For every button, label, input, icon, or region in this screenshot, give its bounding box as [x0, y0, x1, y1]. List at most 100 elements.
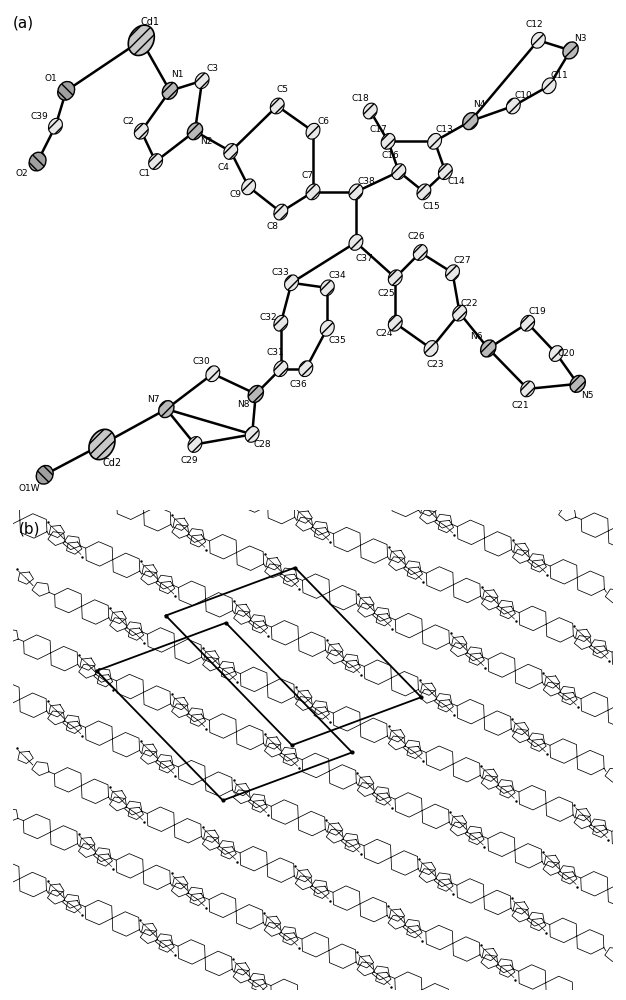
- Ellipse shape: [424, 341, 438, 356]
- Ellipse shape: [446, 265, 459, 281]
- Text: C7: C7: [301, 171, 313, 180]
- Text: C16: C16: [381, 151, 399, 160]
- Ellipse shape: [388, 315, 403, 331]
- Ellipse shape: [349, 234, 363, 250]
- Ellipse shape: [187, 123, 203, 140]
- Text: C30: C30: [193, 357, 210, 366]
- Ellipse shape: [270, 98, 284, 114]
- Ellipse shape: [506, 98, 520, 114]
- Text: N8: N8: [237, 400, 249, 409]
- Ellipse shape: [206, 366, 220, 382]
- Ellipse shape: [306, 123, 320, 139]
- Text: C18: C18: [351, 94, 369, 103]
- Ellipse shape: [158, 401, 174, 418]
- Ellipse shape: [453, 305, 466, 321]
- Ellipse shape: [321, 280, 334, 296]
- Ellipse shape: [274, 315, 288, 331]
- Ellipse shape: [570, 375, 585, 392]
- Text: C2: C2: [123, 117, 135, 126]
- Ellipse shape: [48, 118, 63, 134]
- Text: C37: C37: [356, 254, 373, 263]
- Text: (a): (a): [13, 15, 34, 30]
- Text: C20: C20: [557, 349, 575, 358]
- Text: C10: C10: [515, 91, 532, 100]
- Text: N6: N6: [471, 332, 483, 341]
- Text: C3: C3: [206, 64, 218, 73]
- Ellipse shape: [463, 113, 478, 130]
- Ellipse shape: [381, 133, 395, 149]
- Text: C27: C27: [454, 256, 471, 265]
- Ellipse shape: [188, 437, 202, 452]
- Ellipse shape: [162, 82, 178, 99]
- Text: Cd1: Cd1: [140, 17, 160, 27]
- Ellipse shape: [563, 42, 578, 59]
- Text: O2: O2: [16, 169, 28, 178]
- Text: Cd2: Cd2: [103, 458, 121, 468]
- Text: C23: C23: [426, 360, 444, 369]
- Text: C39: C39: [31, 112, 49, 121]
- Text: C12: C12: [525, 20, 543, 29]
- Ellipse shape: [363, 103, 377, 119]
- Text: C17: C17: [369, 125, 387, 134]
- Ellipse shape: [29, 152, 46, 171]
- Ellipse shape: [89, 429, 115, 460]
- Ellipse shape: [245, 426, 259, 442]
- Ellipse shape: [392, 164, 406, 180]
- Text: C4: C4: [218, 163, 230, 172]
- Text: C29: C29: [180, 456, 198, 465]
- Text: C11: C11: [550, 71, 568, 80]
- Text: (b): (b): [19, 522, 40, 537]
- Text: N7: N7: [147, 395, 160, 404]
- Text: C8: C8: [266, 222, 278, 231]
- Text: N5: N5: [582, 391, 594, 400]
- Text: N1: N1: [171, 70, 183, 79]
- Text: C33: C33: [271, 268, 289, 277]
- Text: C9: C9: [230, 190, 242, 199]
- Text: C32: C32: [259, 313, 277, 322]
- Text: C14: C14: [448, 177, 466, 186]
- Text: C19: C19: [529, 307, 546, 316]
- Ellipse shape: [481, 340, 496, 357]
- Text: N2: N2: [200, 137, 213, 146]
- Text: N4: N4: [473, 100, 485, 109]
- Text: C35: C35: [329, 336, 346, 345]
- Ellipse shape: [531, 32, 545, 48]
- Ellipse shape: [36, 465, 53, 484]
- Ellipse shape: [549, 346, 563, 361]
- Ellipse shape: [128, 25, 155, 55]
- Text: C24: C24: [375, 329, 393, 338]
- Text: C6: C6: [317, 117, 329, 126]
- Ellipse shape: [248, 385, 264, 402]
- Text: C31: C31: [266, 348, 284, 357]
- Text: C5: C5: [277, 85, 289, 94]
- Ellipse shape: [438, 164, 453, 180]
- Text: C1: C1: [138, 169, 150, 178]
- Text: C22: C22: [461, 299, 478, 308]
- Text: C34: C34: [329, 271, 346, 280]
- Text: C13: C13: [436, 125, 453, 134]
- Text: C28: C28: [254, 440, 271, 449]
- Text: O1W: O1W: [18, 484, 40, 493]
- Ellipse shape: [285, 275, 299, 291]
- Text: C15: C15: [422, 202, 440, 211]
- Ellipse shape: [542, 78, 556, 94]
- Ellipse shape: [274, 204, 288, 220]
- Ellipse shape: [428, 133, 441, 149]
- Text: C36: C36: [290, 380, 307, 389]
- Ellipse shape: [521, 381, 535, 397]
- Ellipse shape: [242, 179, 255, 195]
- Ellipse shape: [135, 123, 148, 139]
- Ellipse shape: [299, 361, 313, 377]
- Text: C26: C26: [407, 232, 425, 241]
- Text: N3: N3: [574, 34, 587, 43]
- Ellipse shape: [417, 184, 431, 200]
- Ellipse shape: [521, 315, 535, 331]
- Ellipse shape: [274, 361, 288, 377]
- Text: C21: C21: [511, 401, 530, 410]
- Text: O1: O1: [44, 74, 57, 83]
- Ellipse shape: [388, 270, 403, 286]
- Ellipse shape: [413, 245, 428, 260]
- Ellipse shape: [223, 144, 238, 159]
- Text: C38: C38: [357, 177, 375, 186]
- Ellipse shape: [195, 73, 209, 89]
